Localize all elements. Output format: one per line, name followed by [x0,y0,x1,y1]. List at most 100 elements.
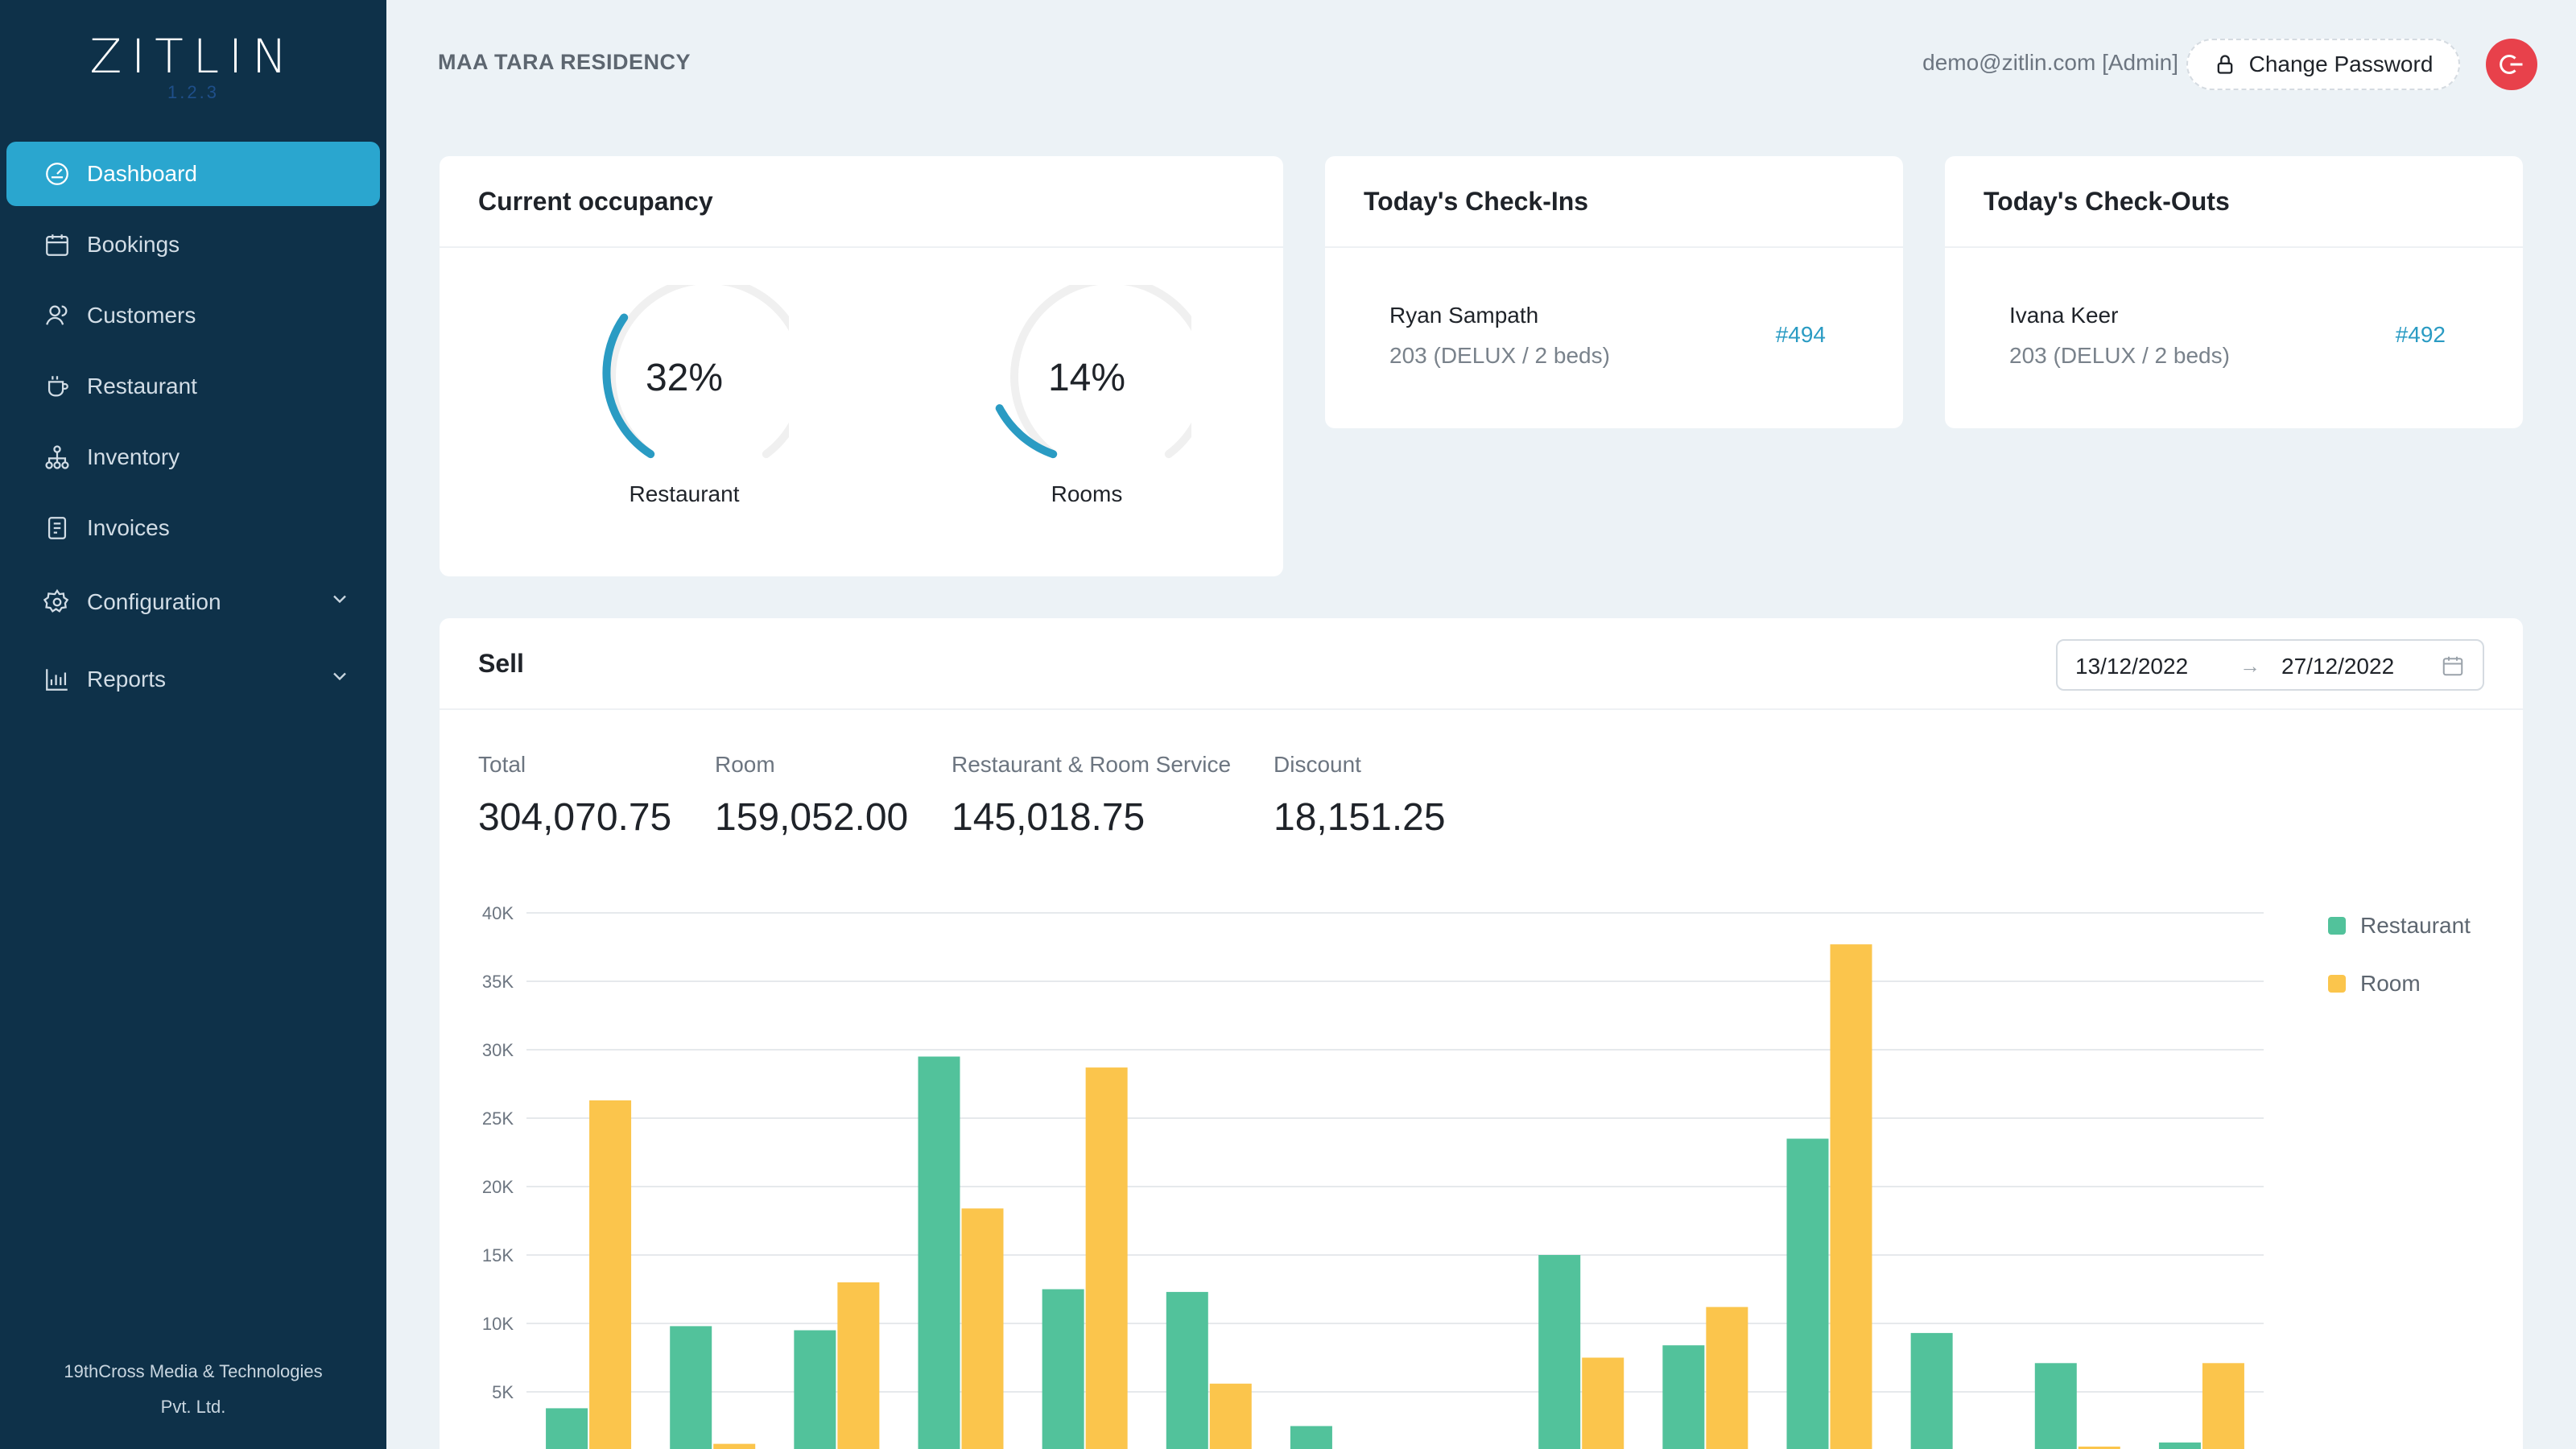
app-version: 1.2.3 [167,82,219,102]
gauge-fill [602,313,655,459]
dashboard-icon [43,160,71,188]
sell-title: Sell [440,618,2523,710]
bar-room[interactable] [589,1100,632,1449]
date-to-input[interactable]: 27/12/2022 [2281,654,2395,679]
bar-restaurant[interactable] [794,1330,836,1449]
rooms-occupancy-gauge: 14% Rooms [982,285,1191,506]
bar-room[interactable] [837,1282,880,1449]
sidebar-item-label: Customers [87,303,196,328]
date-range-picker[interactable]: 13/12/2022 → 27/12/2022 [2056,639,2484,691]
rooms-occupancy-label: Rooms [1051,481,1123,506]
bar-restaurant[interactable] [1662,1345,1705,1449]
bar-room[interactable] [1830,944,1872,1449]
user-email: demo@zitlin.com [Admin] [1922,50,2178,75]
bar-restaurant[interactable] [1166,1291,1208,1449]
bar-restaurant[interactable] [1538,1255,1581,1449]
checkin-guest-name: Ryan Sampath [1389,303,1539,328]
change-password-button[interactable]: Change Password [2186,39,2460,90]
checkin-room: 203 (DELUX / 2 beds) [1389,343,1610,368]
calendar-icon[interactable] [2441,654,2465,678]
bar-room[interactable] [1085,1067,1128,1449]
sidebar-item-bookings[interactable]: Bookings [6,213,380,277]
legend-item-room[interactable]: Room [2328,971,2471,997]
bar-restaurant[interactable] [1786,1138,1829,1449]
sidebar-item-label: Inventory [87,444,180,469]
occupancy-card: Current occupancy 32% Restaurant 14% Roo… [440,156,1283,576]
bar-restaurant[interactable] [546,1408,588,1449]
sidebar-item-inventory[interactable]: Inventory [6,425,380,489]
checkout-booking-link[interactable]: #492 [2395,322,2446,347]
sidebar-item-restaurant[interactable]: Restaurant [6,354,380,419]
sidebar-item-label: Dashboard [87,161,197,186]
bar-chart-icon [43,666,71,693]
stat-value: 18,151.25 [1274,796,1446,839]
y-tick-label: 10K [482,1314,514,1334]
sidebar-item-configuration[interactable]: Configuration [6,567,380,638]
sell-bar-chart: 40K 35K 30K 25K 20K 15K 10K 5K [482,903,2264,1449]
sidebar-item-invoices[interactable]: Invoices [6,496,380,560]
stat-label: Room [715,752,775,777]
stat-label: Total [478,752,526,777]
checkin-booking-link[interactable]: #494 [1775,322,1826,347]
stat-discount: Discount 18,151.25 [1274,752,1446,840]
bar-room[interactable] [1706,1307,1748,1449]
sidebar-item-label: Configuration [87,589,221,614]
legend-label: Room [2360,971,2421,996]
bar-room[interactable] [713,1443,756,1449]
bar-restaurant[interactable] [1042,1289,1084,1449]
sell-card: Sell 13/12/2022 → 27/12/2022 Total 304,0… [440,618,2523,1449]
y-tick-label: 35K [482,972,514,992]
checkout-guest-name: Ivana Keer [2009,303,2119,328]
sidebar-item-dashboard[interactable]: Dashboard [6,142,380,206]
checkins-card: Today's Check-Ins Ryan Sampath 203 (DELU… [1325,156,1903,428]
y-tick-label: 30K [482,1040,514,1060]
invoice-icon [43,514,71,542]
hierarchy-icon [43,444,71,471]
checkouts-title: Today's Check-Outs [1945,156,2523,248]
sidebar-item-label: Restaurant [87,374,197,398]
bar-restaurant[interactable] [918,1056,960,1449]
lock-icon [2217,55,2232,74]
date-from-input[interactable]: 13/12/2022 [2075,654,2189,679]
rooms-occupancy-value: 14% [1047,357,1126,399]
gauge-track [608,285,789,459]
y-tick-label: 5K [492,1382,514,1402]
checkouts-card: Today's Check-Outs Ivana Keer 203 (DELUX… [1945,156,2523,428]
legend-item-restaurant[interactable]: Restaurant [2328,913,2471,939]
bar-restaurant[interactable] [2158,1442,2201,1449]
gear-icon [43,588,71,616]
restaurant-occupancy-gauge: 32% Restaurant [580,285,789,506]
chevron-down-icon [333,672,346,681]
logout-button[interactable] [2486,39,2537,90]
bar-room[interactable] [1582,1357,1624,1449]
bar-room[interactable] [961,1208,1004,1449]
legend-swatch [2328,975,2346,993]
y-tick-label: 25K [482,1108,514,1129]
arrow-right-icon: → [2240,654,2260,678]
bar-room[interactable] [2202,1363,2244,1449]
bar-restaurant[interactable] [1290,1426,1332,1449]
logo-text: ZITLIN [89,29,297,84]
y-tick-label: 15K [482,1245,514,1265]
logout-icon [2500,55,2523,74]
sidebar-item-customers[interactable]: Customers [6,283,380,348]
y-tick-label: 40K [482,903,514,923]
y-tick-label: 20K [482,1177,514,1197]
stat-room: Room 159,052.00 [715,752,908,840]
hotel-name: MAA TARA RESIDENCY [438,50,691,74]
calendar-icon [43,231,71,258]
footer-company-name: 19thCross Media & Technologies [64,1361,323,1381]
stat-total: Total 304,070.75 [478,752,671,840]
sidebar-item-label: Reports [87,667,167,691]
bar-room[interactable] [2078,1447,2120,1449]
restaurant-occupancy-value: 32% [645,357,724,399]
legend-label: Restaurant [2360,913,2471,938]
app-logo[interactable]: ZITLIN 1.2.3 [0,32,386,103]
stat-value: 304,070.75 [478,796,672,839]
sidebar-item-label: Invoices [87,515,170,540]
bar-restaurant[interactable] [670,1326,712,1449]
bar-room[interactable] [1209,1383,1252,1449]
bar-restaurant[interactable] [2034,1363,2077,1449]
sidebar-item-reports[interactable]: Reports [6,644,380,715]
bar-restaurant[interactable] [1910,1332,1953,1449]
